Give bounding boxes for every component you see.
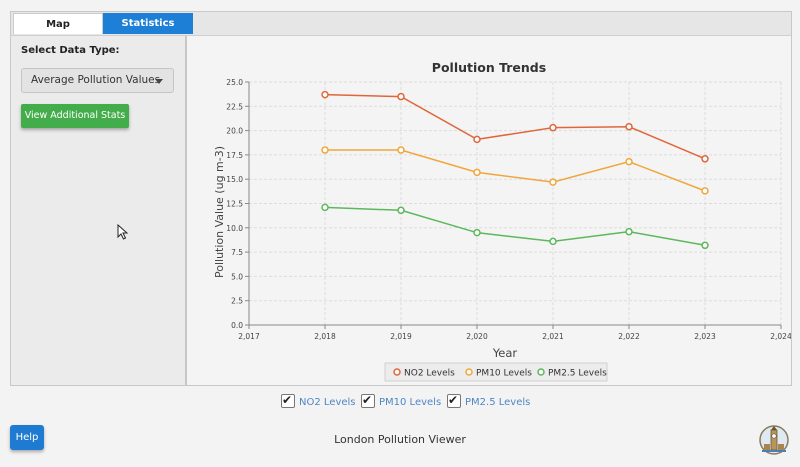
data-point	[549, 123, 557, 132]
line-chart: 0.0 2.5 5.0 7.5 10.0 12.5 15.0 17.5 20.0 22.5 25.0…	[213, 60, 791, 382]
data-point	[473, 168, 481, 177]
data-point	[625, 122, 633, 131]
x-tick-label: 2,018	[314, 332, 336, 341]
y-tick-label: 7.5	[231, 248, 243, 257]
checkmark-icon: ✔	[362, 393, 373, 407]
x-tick-label: 2,021	[542, 332, 564, 341]
x-tick-label: 2,020	[466, 332, 488, 341]
y-tick-label: 12.5	[226, 200, 243, 209]
x-tick-label: 2,023	[694, 332, 716, 341]
checkbox-pm10[interactable]: ✔ PM10 Levels	[361, 393, 442, 410]
series-toggles: ✔ NO2 Levels ✔ PM10 Levels ✔ PM2.5 Levels	[0, 393, 800, 412]
main-window: Map Statistics Select Data Type: Average…	[10, 11, 792, 386]
checkmark-icon: ✔	[448, 393, 459, 407]
data-point	[397, 146, 405, 154]
y-tick-label: 25.0	[226, 78, 243, 87]
caret-down-icon	[155, 79, 163, 84]
y-tick-label: 2.5	[231, 297, 243, 306]
legend-box	[384, 362, 608, 382]
x-tick-label: 2,024	[770, 332, 791, 341]
data-point	[549, 237, 557, 246]
app-title: London Pollution Viewer	[334, 433, 466, 446]
legend-marker	[537, 368, 545, 376]
data-point	[397, 206, 405, 215]
chart-title: Pollution Trends	[432, 60, 546, 75]
y-tick-label: 5.0	[231, 272, 243, 281]
view-additional-stats-button[interactable]: View Additional Stats	[21, 104, 129, 128]
legend-label: PM2.5 Levels	[548, 369, 607, 379]
y-axis-label: Pollution Value (ug m-3)	[213, 146, 226, 278]
data-point	[625, 227, 633, 236]
data-point	[397, 92, 405, 101]
data-point	[321, 203, 329, 212]
series-line	[324, 93, 706, 160]
checkbox-box[interactable]: ✔	[281, 393, 295, 408]
help-button[interactable]: Help	[10, 425, 44, 450]
series-line	[325, 149, 706, 192]
select-data-type-label: Select Data Type:	[21, 45, 120, 56]
data-point	[549, 178, 557, 186]
data-point	[473, 135, 481, 144]
tab-statistics[interactable]: Statistics	[103, 13, 193, 34]
y-tick-label: 15.0	[226, 175, 243, 184]
y-tick-label: 17.5	[226, 151, 243, 160]
legend-marker	[393, 368, 401, 376]
x-tick-label: 2,022	[618, 332, 640, 341]
y-tick-label: 10.0	[226, 224, 243, 233]
sidebar: Select Data Type: Average Pollution Valu…	[11, 36, 187, 385]
chart-grid	[248, 81, 782, 326]
x-tick-label: 2,019	[390, 332, 412, 341]
mouse-pointer-icon	[117, 224, 129, 240]
chart-legend: NO2 Levels PM10 Levels PM2.5 Levels	[384, 362, 608, 382]
y-tick-label: 20.0	[226, 127, 243, 136]
series-line	[324, 206, 706, 247]
chart-panel: 0.0 2.5 5.0 7.5 10.0 12.5 15.0 17.5 20.0 22.5 25.0…	[187, 36, 791, 385]
data-point	[701, 155, 709, 163]
checkmark-icon: ✔	[282, 393, 293, 407]
big-ben-logo-icon	[759, 425, 789, 455]
checkbox-label: NO2 Levels	[299, 397, 356, 408]
data-point	[701, 187, 709, 195]
checkbox-pm25[interactable]: ✔ PM2.5 Levels	[447, 393, 531, 410]
data-point	[701, 241, 709, 250]
checkbox-label: PM2.5 Levels	[465, 397, 531, 408]
tab-bar: Map Statistics	[11, 12, 791, 36]
dropdown-value: Average Pollution Values	[31, 74, 161, 86]
data-point	[625, 157, 633, 166]
y-tick-label: 0.0	[231, 321, 243, 330]
chart-axes: 0.0 2.5 5.0 7.5 10.0 12.5 15.0 17.5 20.0 22.5 25.0…	[226, 78, 791, 341]
legend-marker	[465, 368, 473, 376]
data-point	[321, 146, 329, 154]
data-type-dropdown[interactable]: Average Pollution Values	[21, 68, 174, 93]
x-tick-label: 2,017	[238, 332, 260, 341]
y-tick-label: 22.5	[226, 102, 243, 111]
legend-label: NO2 Levels	[404, 369, 455, 379]
checkbox-box[interactable]: ✔	[361, 393, 375, 408]
tab-map[interactable]: Map	[13, 13, 103, 34]
x-axis-label: Year	[492, 346, 518, 360]
legend-label: PM10 Levels	[476, 369, 532, 379]
checkbox-no2[interactable]: ✔ NO2 Levels	[281, 393, 356, 410]
checkbox-box[interactable]: ✔	[447, 393, 461, 408]
data-point	[473, 228, 481, 237]
data-point	[321, 90, 329, 99]
chart-series	[321, 90, 709, 250]
checkbox-label: PM10 Levels	[379, 397, 442, 408]
